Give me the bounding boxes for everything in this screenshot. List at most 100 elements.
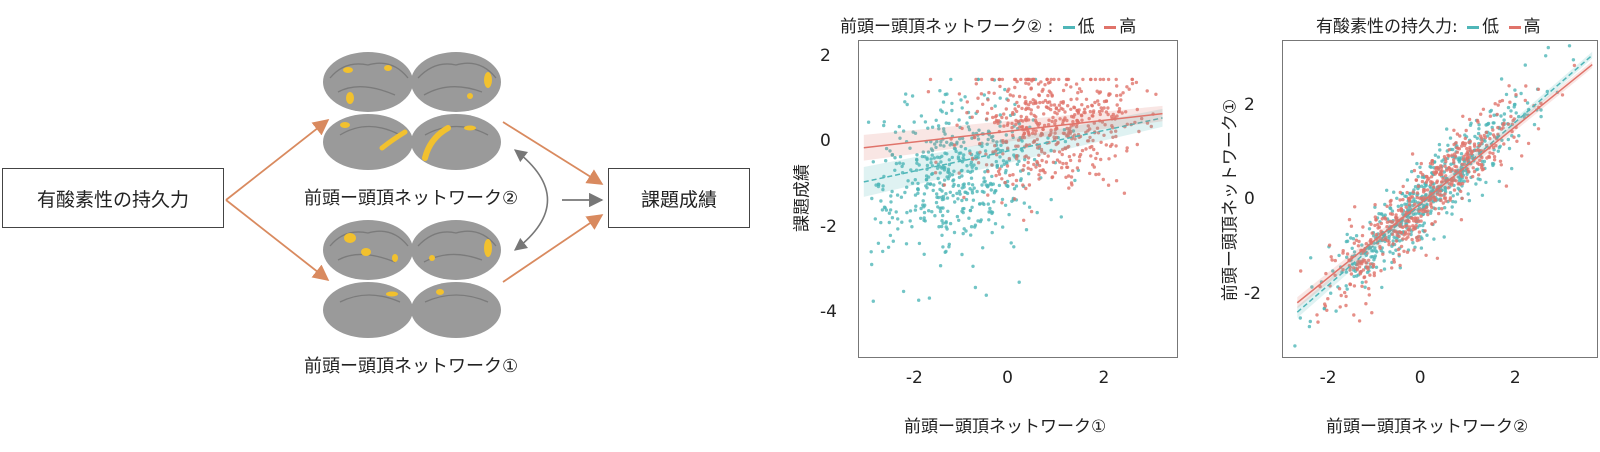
scatter-point	[1344, 303, 1348, 308]
scatter-point	[1045, 77, 1049, 82]
scatter-point	[1057, 103, 1062, 107]
scatter-point	[908, 209, 913, 213]
scatter-point	[996, 169, 1001, 174]
scatter-point	[1360, 233, 1365, 238]
scatter-point	[1360, 280, 1364, 285]
scatter-point	[1373, 223, 1377, 228]
scatter-point	[1445, 211, 1449, 215]
scatter-point	[1077, 155, 1082, 159]
task-performance-box-label: 課題成績	[640, 188, 717, 211]
scatter-point	[1005, 164, 1010, 168]
scatter-point	[1031, 128, 1035, 132]
scatter-point	[1430, 159, 1434, 163]
chart2-legend-high: 高	[1523, 17, 1541, 37]
scatter-point	[916, 181, 920, 186]
scatter-point	[1344, 294, 1348, 299]
scatter-point	[1004, 107, 1008, 111]
scatter-point	[1496, 132, 1500, 136]
scatter-point	[938, 171, 942, 175]
scatter-point	[1421, 223, 1425, 228]
scatter-point	[1441, 176, 1445, 181]
scatter-point	[1367, 258, 1371, 262]
scatter-point	[941, 245, 945, 249]
scatter-point	[888, 149, 892, 153]
scatter-point	[1416, 184, 1421, 188]
scatter-point	[951, 193, 955, 198]
scatter-point	[974, 166, 978, 171]
scatter-point	[973, 135, 977, 140]
scatter-point	[946, 209, 950, 213]
scatter-point	[1519, 91, 1523, 96]
scatter-point	[1025, 77, 1029, 82]
scatter-point	[1461, 157, 1465, 161]
scatter-point	[897, 124, 901, 129]
scatter-point	[998, 84, 1002, 89]
scatter-point	[1029, 112, 1033, 116]
scatter-point	[1072, 153, 1076, 157]
scatter-point	[1337, 287, 1342, 291]
scatter-point	[1444, 186, 1448, 190]
scatter-point	[1481, 167, 1485, 171]
scatter-point	[961, 207, 965, 211]
scatter-point	[1415, 191, 1420, 195]
scatter-point	[1496, 125, 1500, 130]
confidence-band	[1297, 51, 1593, 318]
scatter-point	[1091, 110, 1096, 115]
scatter-point	[1488, 136, 1492, 141]
scatter-point	[1094, 156, 1098, 161]
scatter-point	[1127, 87, 1131, 91]
scatter-point	[886, 245, 891, 249]
scatter-point	[1453, 200, 1458, 204]
scatter-point	[1509, 114, 1513, 119]
scatter-point	[1050, 94, 1054, 98]
scatter-point	[948, 190, 952, 194]
scatter-point	[1421, 173, 1425, 177]
scatter-point	[1337, 253, 1341, 258]
scatter-point	[942, 178, 947, 182]
arrow-network1-to-task	[502, 214, 604, 283]
scatter-point	[1088, 171, 1092, 176]
scatter-point	[1443, 179, 1447, 183]
scatter-point	[915, 161, 919, 165]
scatter-point	[1014, 122, 1018, 126]
scatter-point	[956, 197, 960, 201]
scatter-point	[1352, 241, 1356, 245]
scatter-point	[1513, 88, 1517, 92]
scatter-point	[989, 210, 993, 214]
scatter-point	[1035, 210, 1039, 215]
scatter-point	[950, 101, 954, 106]
network2-label: 前頭ー頭頂ネットワーク②	[304, 188, 519, 209]
scatter-point	[1098, 90, 1103, 94]
scatter-point	[955, 123, 959, 127]
scatter-point	[1154, 92, 1158, 96]
scatter-point	[927, 296, 932, 300]
scatter-point	[1487, 155, 1492, 159]
scatter-point	[1061, 100, 1065, 104]
scatter-point	[1003, 87, 1007, 92]
scatter-point	[1532, 122, 1537, 127]
scatter-point	[1396, 208, 1401, 212]
scatter-point	[1000, 197, 1005, 202]
scatter-point	[1377, 225, 1382, 229]
scatter-point	[1455, 150, 1460, 154]
scatter-point	[1484, 180, 1488, 185]
x-tick-label: -2	[905, 368, 923, 388]
scatter-point	[1104, 110, 1109, 114]
scatter-point	[1368, 273, 1372, 277]
scatter-point	[1420, 237, 1424, 241]
legend-swatch-high	[1508, 25, 1521, 29]
scatter-point	[1502, 112, 1507, 116]
scatter-point	[935, 155, 940, 159]
scatter-point	[1069, 107, 1073, 112]
scatter-point	[957, 171, 961, 175]
scatter-point	[1114, 179, 1119, 183]
scatter-point	[1402, 249, 1406, 253]
scatter-point	[953, 200, 957, 204]
scatter-point	[1382, 267, 1387, 271]
scatter-point	[933, 142, 937, 146]
scatter-point	[1010, 126, 1014, 130]
scatter-point	[1345, 255, 1349, 259]
brain-network1	[323, 220, 501, 338]
scatter-point	[1379, 229, 1383, 233]
scatter-point	[1072, 106, 1077, 110]
